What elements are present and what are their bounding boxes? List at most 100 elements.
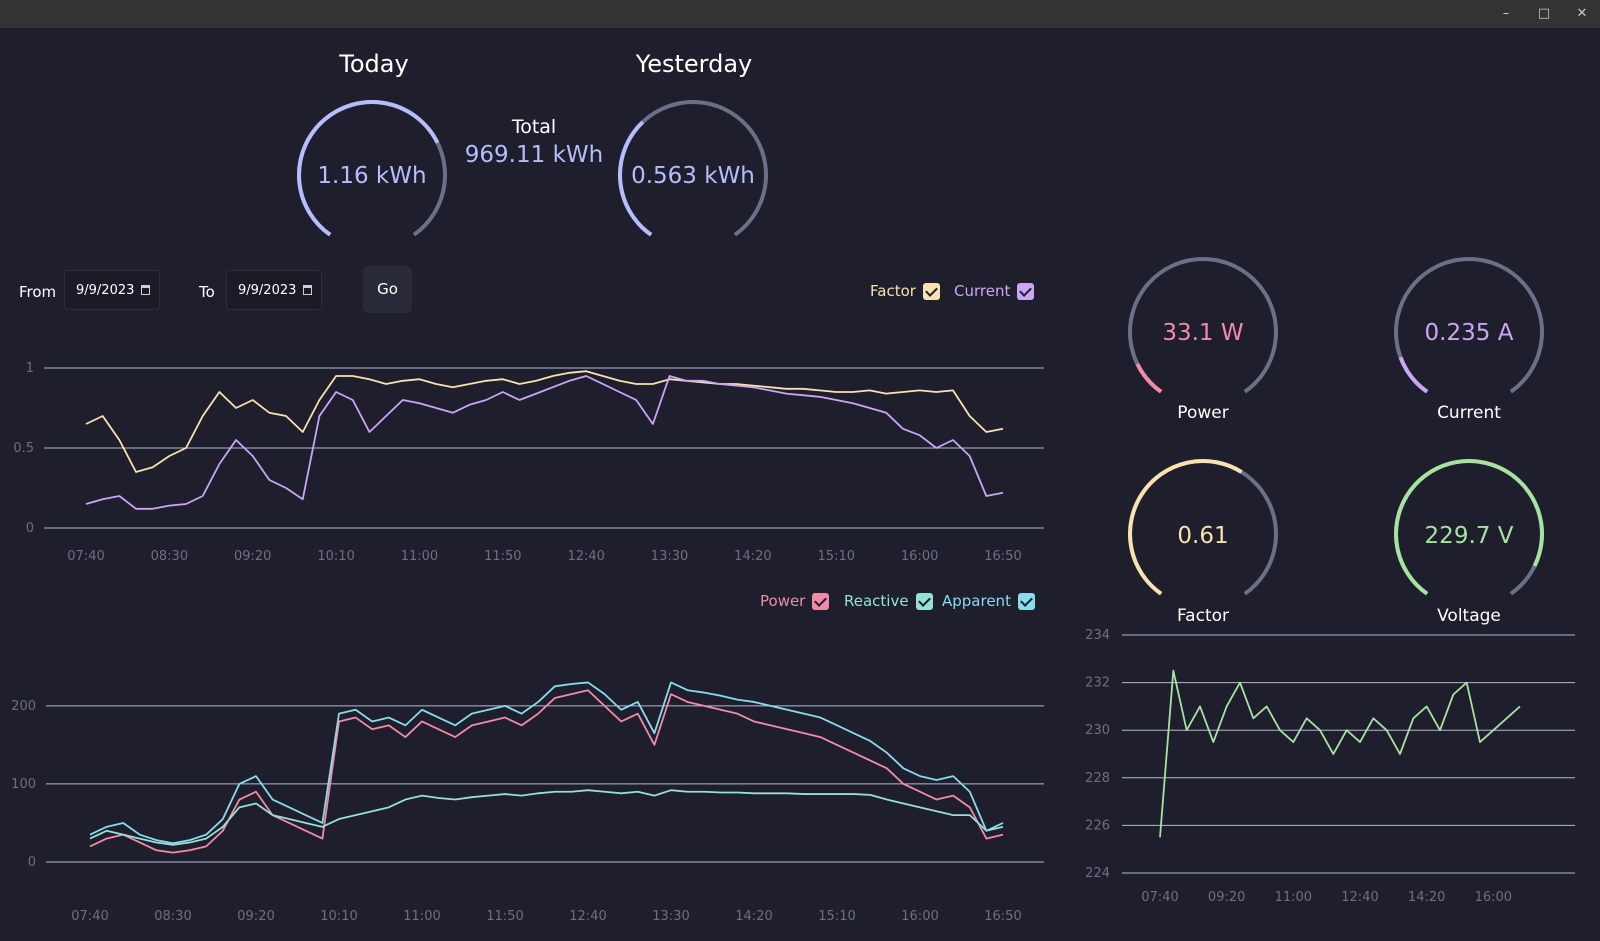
from-date-picker[interactable]: 9/9/2023 <box>64 270 160 310</box>
y-tick-label: 224 <box>1085 866 1110 881</box>
factor-gauge <box>1128 459 1278 596</box>
today-heading: Today <box>339 50 409 78</box>
x-tick-label: 08:30 <box>154 909 191 924</box>
y-tick-label: 0.5 <box>13 441 34 456</box>
legend-apparent[interactable]: Apparent <box>942 592 1035 610</box>
legend-factor[interactable]: Factor <box>870 282 940 300</box>
current-gauge-track <box>1394 257 1544 394</box>
x-tick-label: 16:00 <box>1475 890 1512 905</box>
legend-current[interactable]: Current <box>954 282 1035 300</box>
voltage-gauge-fill <box>1394 459 1544 596</box>
current-checkbox[interactable] <box>1017 282 1035 300</box>
y-tick-label: 100 <box>11 777 36 792</box>
x-tick-label: 16:50 <box>984 909 1021 924</box>
x-tick-label: 11:50 <box>484 549 521 564</box>
x-tick-label: 14:20 <box>734 549 771 564</box>
power-checkbox[interactable] <box>812 592 830 610</box>
yesterday-heading: Yesterday <box>635 50 753 78</box>
go-button[interactable]: Go <box>363 266 412 313</box>
power-gauge-label: Power <box>1177 403 1229 423</box>
x-tick-label: 12:40 <box>567 549 604 564</box>
voltage-gauge <box>1394 459 1544 596</box>
power-gauge-value: 33.1 W <box>1162 320 1244 346</box>
today-kwh-value: 1.16 kWh <box>317 163 427 189</box>
x-tick-label: 14:20 <box>735 909 772 924</box>
y-tick-label: 228 <box>1085 771 1110 786</box>
y-tick-label: 0 <box>26 521 34 536</box>
voltage-gauge-label: Voltage <box>1437 606 1501 626</box>
x-tick-label: 15:10 <box>818 909 855 924</box>
x-tick-label: 13:30 <box>651 549 688 564</box>
x-tick-label: 08:30 <box>151 549 188 564</box>
legend-power-label: Power <box>760 592 806 610</box>
x-tick-label: 11:00 <box>1275 890 1312 905</box>
x-tick-label: 10:10 <box>320 909 357 924</box>
yesterday-gauge-fill <box>618 120 653 237</box>
x-tick-label: 15:10 <box>818 549 855 564</box>
current-gauge-label: Current <box>1437 403 1501 423</box>
close-icon[interactable]: ✕ <box>1576 6 1588 21</box>
x-tick-label: 14:20 <box>1408 890 1445 905</box>
x-tick-label: 13:30 <box>652 909 689 924</box>
x-tick-label: 16:50 <box>984 549 1021 564</box>
x-tick-label: 07:40 <box>1141 890 1178 905</box>
y-tick-label: 230 <box>1085 723 1110 738</box>
to-date-picker[interactable]: 9/9/2023 <box>226 270 322 310</box>
y-tick-label: 1 <box>26 361 34 376</box>
minimize-icon[interactable]: – <box>1502 6 1510 21</box>
x-tick-label: 10:10 <box>317 549 354 564</box>
calendar-icon[interactable] <box>141 285 150 295</box>
reactive-checkbox[interactable] <box>915 592 933 610</box>
power-gauge <box>1128 257 1278 394</box>
factor-gauge-label: Factor <box>1176 606 1230 626</box>
yesterday-kwh-value: 0.563 kWh <box>631 163 755 189</box>
series-line-apparent <box>89 681 1004 845</box>
current-gauge <box>1394 257 1544 394</box>
x-tick-label: 11:50 <box>486 909 523 924</box>
yesterday-kwh-gauge <box>618 100 768 237</box>
from-date-value: 9/9/2023 <box>76 283 135 298</box>
legend-power[interactable]: Power <box>760 592 830 610</box>
factor-checkbox[interactable] <box>922 282 940 300</box>
maximize-icon[interactable]: □ <box>1537 6 1551 21</box>
series-line-voltage <box>1159 669 1521 838</box>
x-tick-label: 09:20 <box>1208 890 1245 905</box>
y-tick-label: 234 <box>1085 628 1110 643</box>
x-tick-label: 16:00 <box>901 909 938 924</box>
series-line-reactive <box>89 789 1004 846</box>
calendar-icon[interactable] <box>303 285 312 295</box>
series-line-factor <box>85 370 1004 473</box>
x-tick-label: 07:40 <box>71 909 108 924</box>
x-tick-label: 07:40 <box>67 549 104 564</box>
y-tick-label: 0 <box>28 855 36 870</box>
x-tick-label: 11:00 <box>403 909 440 924</box>
x-tick-label: 12:40 <box>569 909 606 924</box>
x-tick-label: 11:00 <box>401 549 438 564</box>
factor-gauge-fill <box>1128 459 1243 596</box>
power-gauge-fill <box>1135 363 1163 394</box>
x-tick-label: 12:40 <box>1341 890 1378 905</box>
legend-reactive[interactable]: Reactive <box>844 592 933 610</box>
to-date-value: 9/9/2023 <box>238 283 297 298</box>
factor-gauge-value: 0.61 <box>1177 523 1229 549</box>
window-titlebar: – □ ✕ <box>0 0 1600 28</box>
to-label: To <box>199 283 215 301</box>
x-tick-label: 16:00 <box>901 549 938 564</box>
current-gauge-fill <box>1398 356 1429 394</box>
legend-reactive-label: Reactive <box>844 592 909 610</box>
total-label: Total <box>511 116 557 138</box>
x-tick-label: 09:20 <box>234 549 271 564</box>
voltage-chart: 224 226 228 230 232 234 07:40 09:20 11:00 12:40 14… <box>1085 628 1575 905</box>
y-tick-label: 200 <box>11 699 36 714</box>
current-gauge-value: 0.235 A <box>1424 320 1514 346</box>
legend-current-label: Current <box>954 282 1011 300</box>
apparent-checkbox[interactable] <box>1017 592 1035 610</box>
power-gauge-track <box>1128 257 1278 394</box>
series-line-power <box>89 689 1004 854</box>
from-label: From <box>19 283 57 301</box>
voltage-gauge-value: 229.7 V <box>1424 523 1514 549</box>
series-line-current <box>85 375 1004 510</box>
factor-current-chart: 0 0.5 1 07:40 08:30 09:20 10:10 11:00 11:50 12:40… <box>13 361 1044 564</box>
y-tick-label: 226 <box>1085 818 1110 833</box>
legend-factor-label: Factor <box>870 282 916 300</box>
